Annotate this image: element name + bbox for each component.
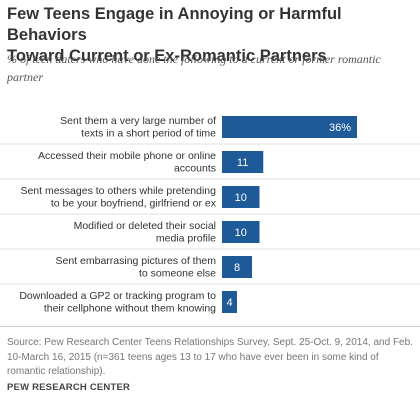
bar <box>222 291 237 313</box>
chart-subtitle: % of teen daters who have done the follo… <box>7 50 419 86</box>
category-label: Sent them a very large number of texts in… <box>60 115 216 140</box>
footer-divider <box>0 326 420 327</box>
bar-chart: Sent them a very large number of texts in… <box>0 115 420 315</box>
category-label: Sent embarrasing pictures of them to some… <box>56 255 217 280</box>
source-note-line-3: romantic relationship). <box>7 366 106 377</box>
value-label: 10 <box>235 227 247 239</box>
value-label: 4 <box>226 297 232 309</box>
category-label: Accessed their mobile phone or online acc… <box>38 150 216 175</box>
source-note: Source: Pew Research Center Teens Relati… <box>7 336 417 380</box>
source-note-line-2: 10-March 16, 2015 (n=361 teens ages 13 t… <box>7 351 379 363</box>
value-label: 11 <box>237 157 248 169</box>
source-note-line-1: Source: Pew Research Center Teens Relati… <box>7 337 413 348</box>
bar <box>222 116 357 138</box>
value-label: 10 <box>235 192 247 204</box>
chart-title: Few Teens Engage in Annoying or Harmful … <box>7 4 415 67</box>
value-label: 36% <box>329 122 351 134</box>
bar <box>222 186 260 208</box>
chart-subtitle-line-1: % of teen daters who have done the follo… <box>7 52 381 66</box>
bar <box>222 256 252 278</box>
brand-label: PEW RESEARCH CENTER <box>7 382 131 393</box>
bar <box>222 151 264 173</box>
category-label: Sent messages to others while pretending… <box>20 185 216 210</box>
category-label: Modified or deleted their social media pr… <box>74 220 217 245</box>
chart-title-line-1: Few Teens Engage in Annoying or Harmful … <box>7 5 342 44</box>
value-label: 8 <box>234 262 240 274</box>
bar <box>222 221 260 243</box>
category-label: Downloaded a GP2 or tracking program to t… <box>19 290 216 315</box>
chart-subtitle-line-2: partner <box>7 70 43 84</box>
chart-title-line-2: Toward Current or Ex-Romantic Partners <box>7 47 327 65</box>
